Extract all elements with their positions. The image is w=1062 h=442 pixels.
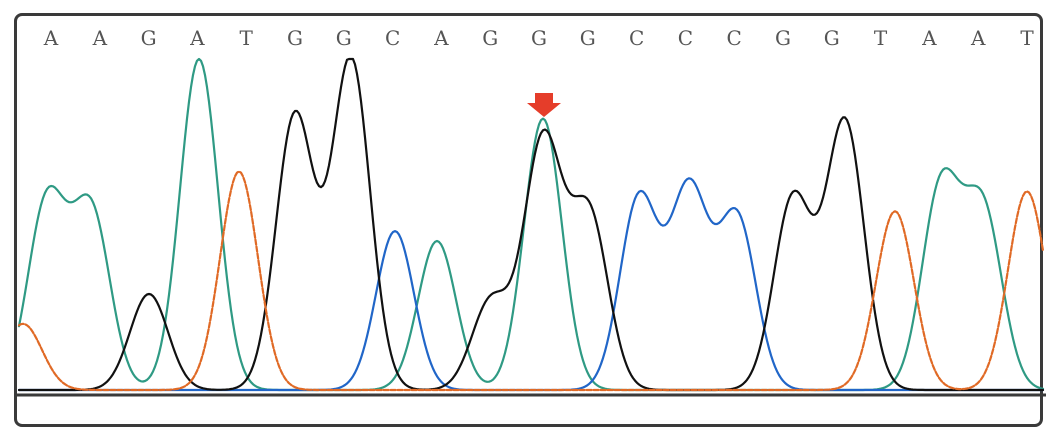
base-label-6: G [287, 26, 303, 50]
base-label-9: A [433, 26, 449, 50]
trace-t [17, 170, 1045, 392]
base-label-17: G [824, 26, 840, 50]
base-label-2: A [92, 26, 108, 50]
base-label-16: G [775, 26, 791, 50]
base-label-20: A [970, 26, 986, 50]
base-label-4: A [189, 26, 205, 50]
base-label-18: T [874, 26, 888, 50]
base-label-10: G [482, 26, 498, 50]
marker-group [527, 93, 561, 117]
base-label-12: G [580, 26, 596, 50]
base-label-14: C [678, 26, 693, 50]
base-label-13: C [629, 26, 644, 50]
trace-g [17, 57, 1045, 392]
base-label-1: A [43, 26, 59, 50]
base-label-21: T [1020, 26, 1034, 50]
base-label-3: G [141, 26, 157, 50]
base-label-11: G [531, 26, 547, 50]
trace-c [17, 177, 1045, 392]
base-label-8: C [385, 26, 400, 50]
base-label-5: T [240, 26, 254, 50]
base-label-7: G [336, 26, 352, 50]
base-label-19: A [921, 26, 937, 50]
base-label-15: C [727, 26, 742, 50]
trace-lines [17, 57, 1045, 392]
trace-a [17, 57, 1045, 392]
down-arrow-icon [527, 93, 561, 117]
